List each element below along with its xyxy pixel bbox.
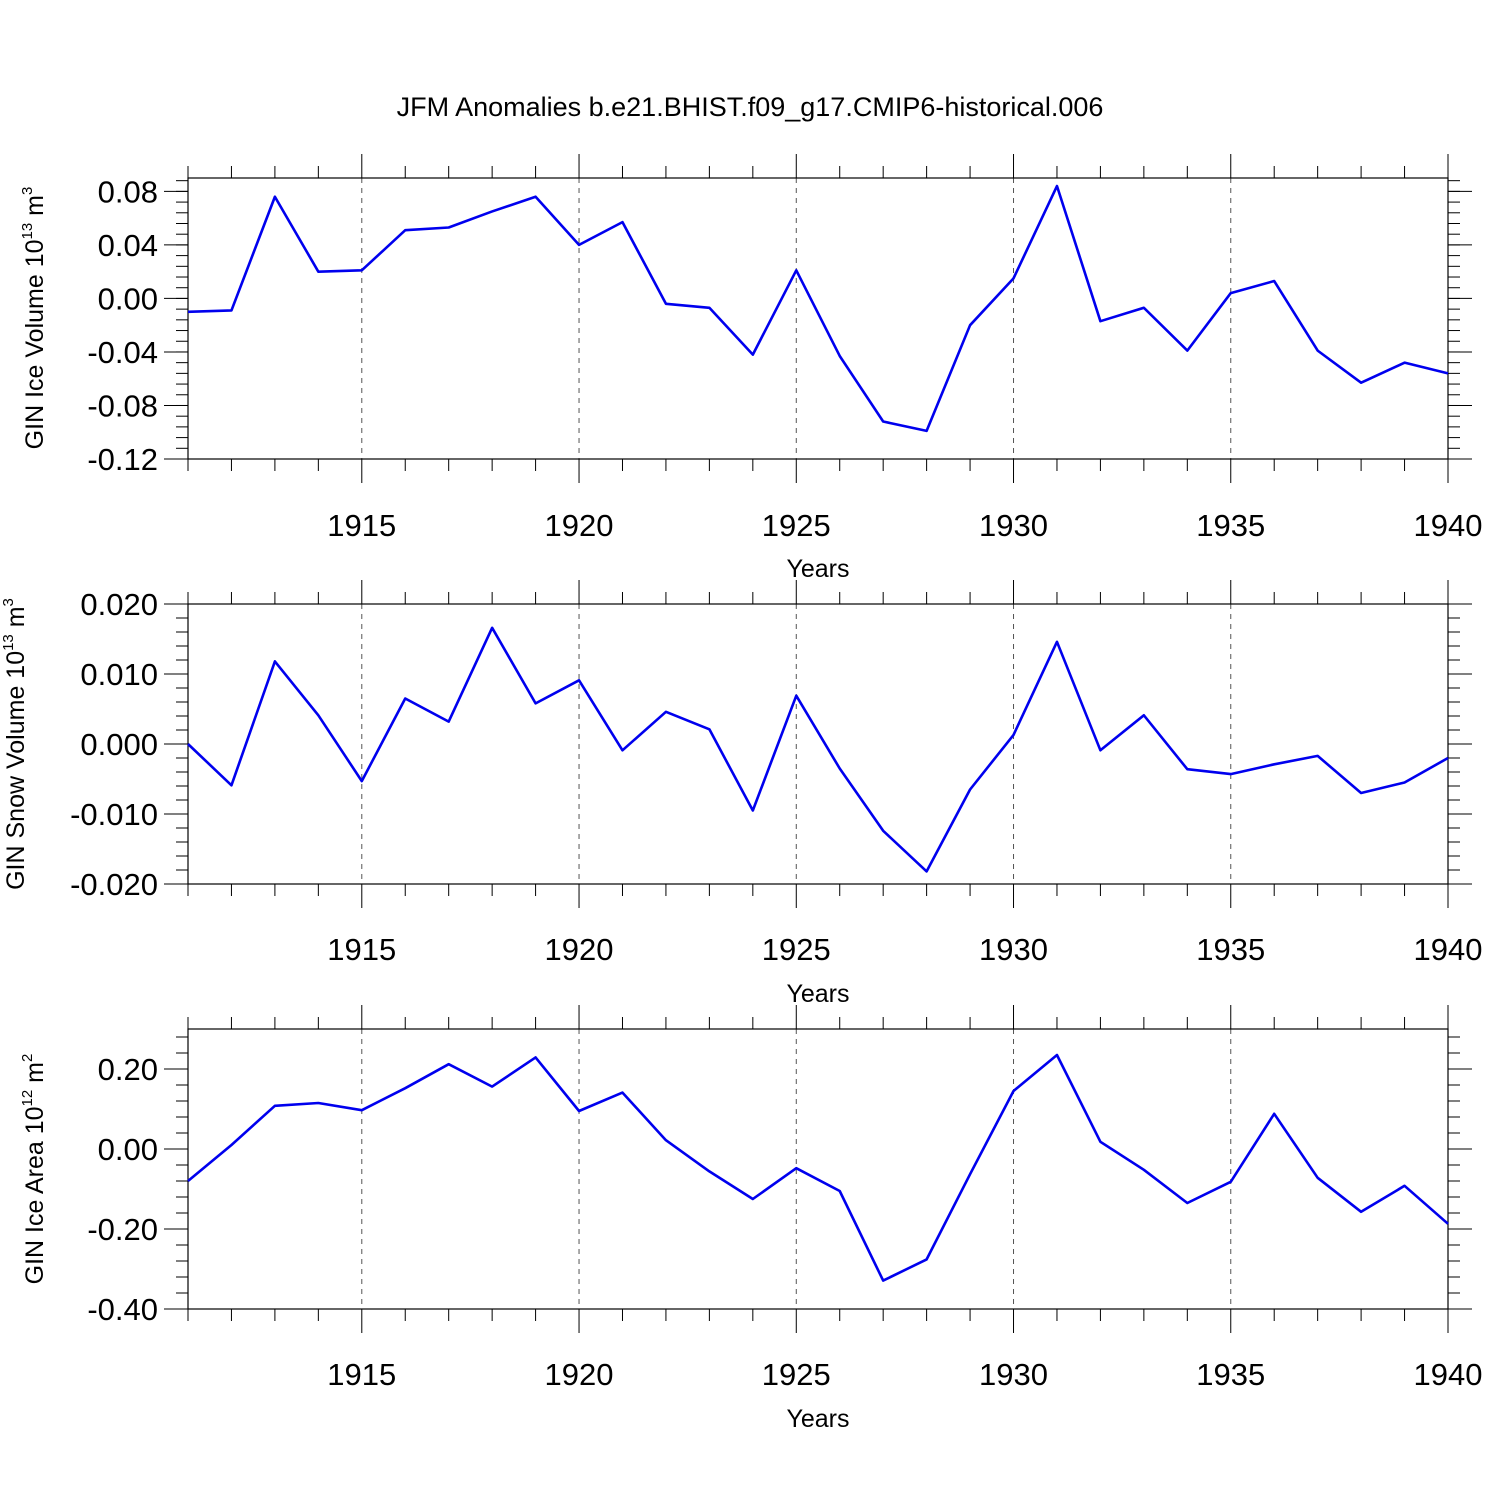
x-tick-label: 1925 [762,508,831,543]
y-tick-label: 0.04 [98,228,158,263]
y-axis-label: GIN Snow Volume 1013 m3 [0,598,30,890]
y-tick-label: -0.020 [70,867,158,902]
y-tick-label: 0.000 [80,727,158,762]
y-label-unit: m [21,195,49,223]
y-axis-label: GIN Ice Volume 1013 m3 [19,187,49,450]
y-label-exponent: 13 [19,223,36,240]
x-axis-label: Years [786,555,849,583]
x-tick-label: 1935 [1196,932,1265,967]
x-tick-label: 1940 [1414,508,1483,543]
plot-frame [187,603,1449,885]
y-label-base: GIN Snow Volume 10 [2,651,30,890]
y-tick-label: -0.12 [87,442,158,477]
y-tick-label: 0.020 [80,587,158,622]
y-tick-label: -0.20 [87,1212,158,1247]
y-label-exponent: 13 [0,634,17,651]
x-tick-label: 1930 [979,508,1048,543]
panel-ice-area: -0.40 -0.20 0.00 0.20 1915 1920 1925 1930 1935 19… [19,1005,1482,1433]
y-tick-label: -0.40 [87,1292,158,1327]
panel-ice-volume: -0.12 -0.08 -0.04 0.00 0.04 0.08 1915 1920 1925 1… [19,154,1482,583]
series-line [187,1053,1449,1282]
y-label-unit-exponent: 2 [19,1054,36,1062]
x-tick-label: 1930 [979,932,1048,967]
y-tick-label: 0.00 [98,1132,158,1167]
y-tick-label: 0.010 [80,657,158,692]
x-tick-label: 1940 [1414,1357,1483,1392]
x-tick-label: 1915 [327,932,396,967]
series-line [187,626,1449,873]
figure-title: JFM Anomalies b.e21.BHIST.f09_g17.CMIP6-… [397,92,1104,122]
y-label-unit: m [21,1062,49,1090]
y-axis-label: GIN Ice Area 1012 m2 [19,1054,49,1285]
y-tick-label: 0.08 [98,174,158,209]
x-tick-label: 1935 [1196,508,1265,543]
y-label-exponent: 12 [19,1090,36,1107]
x-tick-label: 1925 [762,932,831,967]
y-label-base: GIN Ice Area 10 [21,1106,49,1284]
x-tick-label: 1925 [762,1357,831,1392]
y-tick-label: 0.20 [98,1052,158,1087]
y-tick-label: -0.04 [87,335,158,370]
plot-frame [187,1028,1449,1310]
y-label-unit-exponent: 3 [19,187,36,195]
y-label-unit: m [2,606,30,634]
y-tick-label: 0.00 [98,281,158,316]
y-tick-label: -0.010 [70,797,158,832]
panel-snow-volume: -0.020 -0.010 0.000 0.010 0.020 1915 1920 1925 1… [0,580,1482,1008]
x-tick-label: 1920 [545,508,614,543]
x-tick-label: 1920 [545,932,614,967]
x-axis-label: Years [786,980,849,1008]
plot-frame [187,177,1449,460]
x-tick-label: 1915 [327,508,396,543]
x-tick-label: 1935 [1196,1357,1265,1392]
x-tick-label: 1915 [327,1357,396,1392]
x-tick-label: 1940 [1414,932,1483,967]
y-label-base: GIN Ice Volume 10 [21,239,49,449]
x-tick-label: 1920 [545,1357,614,1392]
x-tick-label: 1930 [979,1357,1048,1392]
x-axis-label: Years [786,1405,849,1433]
series-line [187,184,1449,433]
y-label-unit-exponent: 3 [0,598,17,606]
y-tick-label: -0.08 [87,388,158,423]
